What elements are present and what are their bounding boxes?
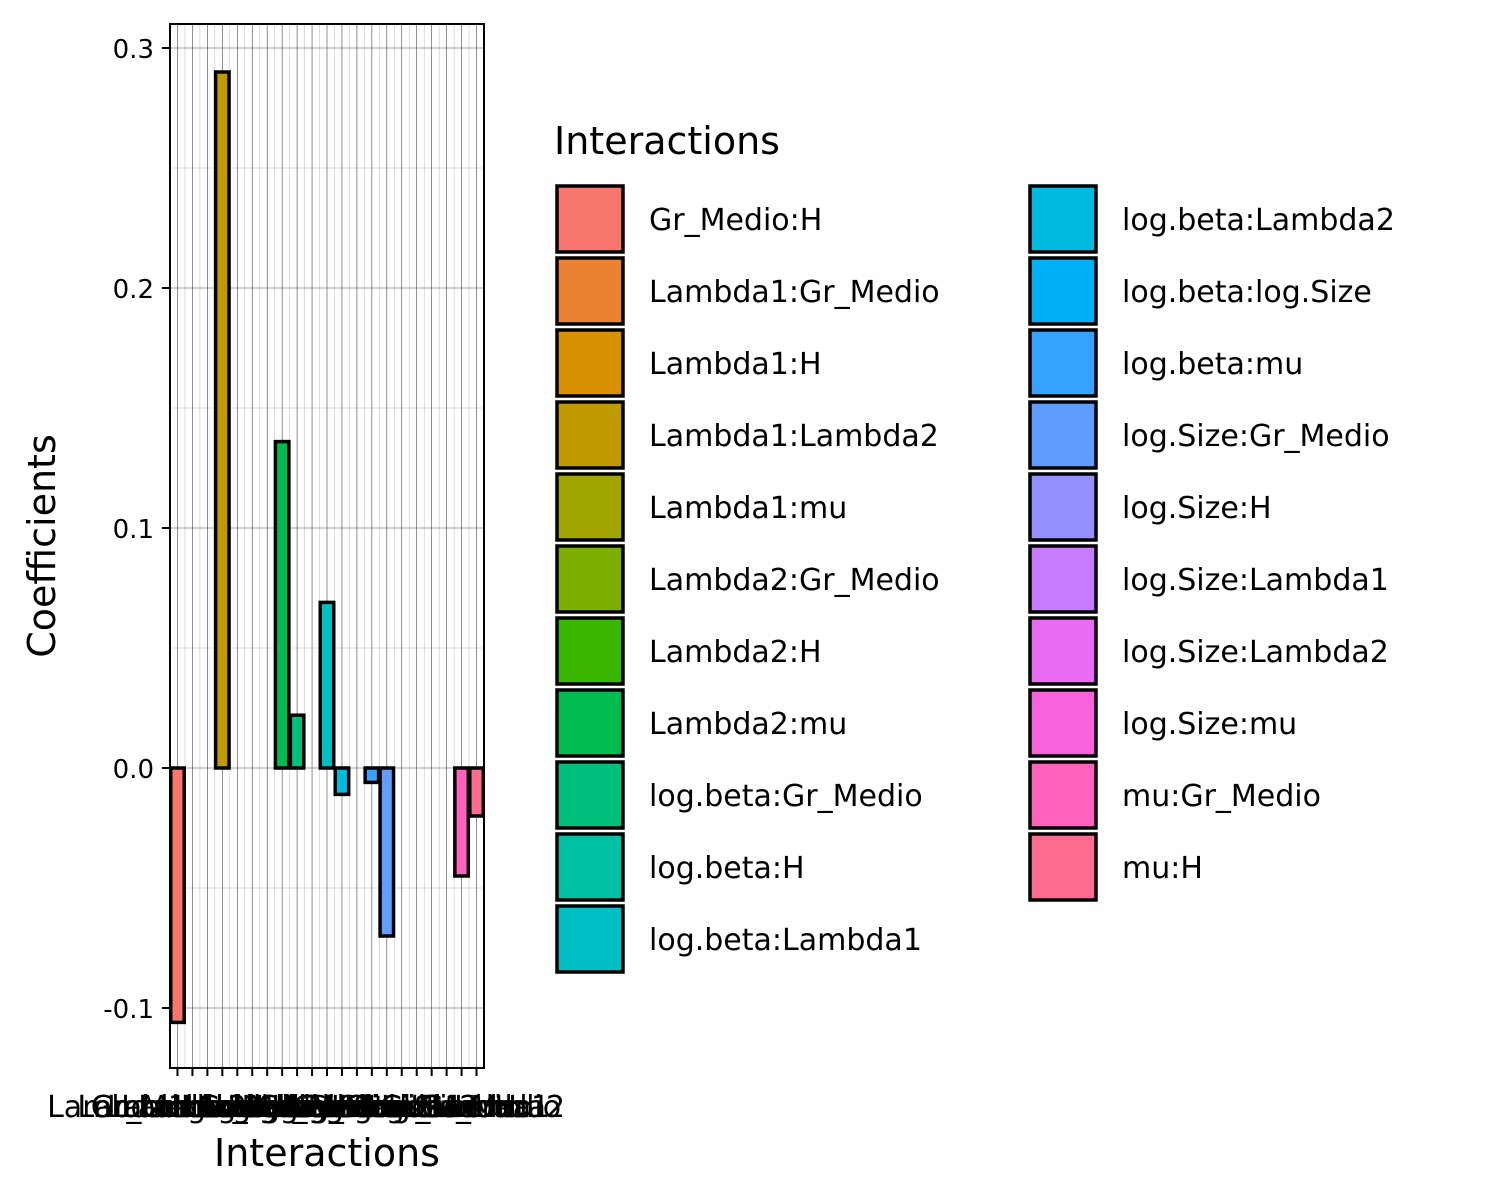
- x-tick-label: Gr_Medio:H: [91, 1090, 264, 1125]
- legend-key: [1028, 256, 1098, 326]
- x-tick-label: Lambda1:H: [121, 1090, 294, 1125]
- x-axis: Gr_Medio:HLambda1:Gr_MedioLambda1:HLambd…: [47, 1068, 565, 1125]
- legend-label: log.beta:Lambda1: [649, 923, 922, 958]
- y-tick-label: 0.0: [113, 755, 154, 785]
- legend-key: [555, 544, 625, 614]
- legend-label: Lambda2:mu: [649, 707, 847, 742]
- x-tick-label: log.Size:H: [327, 1090, 477, 1125]
- legend-key: [555, 760, 625, 830]
- x-tick-label: Lambda2:Gr_Medio: [107, 1090, 398, 1125]
- legend-key: [1028, 544, 1098, 614]
- legend-key: [555, 400, 625, 470]
- x-tick-label: log.beta:mu: [281, 1090, 462, 1125]
- legend-label: Lambda2:Gr_Medio: [649, 563, 940, 598]
- legend-key: [555, 184, 625, 254]
- legend-key: [555, 328, 625, 398]
- legend-key: [555, 832, 625, 902]
- x-tick-label: Lambda1:mu: [138, 1090, 336, 1125]
- legend-label: log.Size:H: [1122, 491, 1272, 526]
- y-tick-label: -0.1: [103, 995, 154, 1025]
- legend-label: mu:H: [1122, 851, 1203, 886]
- x-tick-label: log.Size:Lambda1: [283, 1090, 550, 1125]
- x-tick-label: log.beta:Lambda2: [205, 1090, 478, 1125]
- x-tick-label: log.beta:log.Size: [232, 1090, 482, 1125]
- x-tick-label: log.beta:Gr_Medio: [160, 1090, 434, 1125]
- x-tick-label: mu:H: [436, 1090, 517, 1125]
- bar: [378, 766, 396, 938]
- legend-label: log.beta:H: [649, 851, 805, 886]
- legend-label: log.beta:log.Size: [1122, 275, 1372, 310]
- y-tick-label: 0.3: [113, 35, 154, 65]
- legend-label: log.beta:mu: [1122, 347, 1303, 382]
- bar: [318, 600, 336, 770]
- legend: Gr_Medio:H Lambda1:Gr_Medio Lambda1:H Lambd…: [555, 184, 1395, 974]
- legend-key: [555, 472, 625, 542]
- legend-key: [1028, 760, 1098, 830]
- legend-label: log.Size:Lambda1: [1122, 563, 1389, 598]
- legend-key: [1028, 472, 1098, 542]
- legend-label: mu:Gr_Medio: [1122, 779, 1321, 814]
- bar: [273, 439, 291, 770]
- legend-label: Lambda1:Lambda2: [649, 419, 939, 454]
- x-tick-label: log.Size:Gr_Medio: [253, 1090, 521, 1125]
- x-tick-label: log.Size:Lambda2: [298, 1090, 565, 1125]
- legend-label: Lambda1:mu: [649, 491, 847, 526]
- legend-key: [1028, 328, 1098, 398]
- legend-title: Interactions: [554, 119, 780, 163]
- x-tick-label: log.beta:H: [234, 1090, 390, 1125]
- bar: [468, 766, 486, 818]
- bar: [168, 766, 186, 1025]
- legend-label: log.Size:Lambda2: [1122, 635, 1389, 670]
- legend-label: Lambda1:H: [649, 347, 822, 382]
- legend-label: log.Size:Gr_Medio: [1122, 419, 1390, 454]
- bar: [453, 766, 471, 878]
- x-tick-label: Lambda2:H: [181, 1090, 354, 1125]
- legend-key: [555, 904, 625, 974]
- legend-key: [555, 688, 625, 758]
- legend-key: [1028, 400, 1098, 470]
- x-tick-label: log.beta:Lambda1: [191, 1090, 464, 1125]
- legend-label: log.beta:Gr_Medio: [649, 779, 923, 814]
- legend-label: Lambda1:Gr_Medio: [649, 275, 940, 310]
- legend-key: [555, 616, 625, 686]
- y-tick-label: 0.1: [113, 515, 154, 545]
- bar: [363, 766, 381, 785]
- legend-key: [1028, 616, 1098, 686]
- y-tick-label: 0.2: [113, 275, 154, 305]
- bar: [213, 70, 231, 770]
- y-axis-title: Coefficients: [20, 434, 64, 658]
- x-tick-label: mu:Gr_Medio: [362, 1090, 561, 1125]
- legend-key: [1028, 832, 1098, 902]
- x-axis-title: Interactions: [214, 1131, 440, 1175]
- x-tick-label: Lambda1:Lambda2: [77, 1090, 367, 1125]
- bar: [288, 713, 306, 770]
- legend-key: [1028, 184, 1098, 254]
- bars: [168, 70, 486, 1025]
- legend-label: Lambda2:H: [649, 635, 822, 670]
- legend-label: Gr_Medio:H: [649, 203, 822, 238]
- legend-key: [555, 256, 625, 326]
- bar: [333, 766, 351, 797]
- x-tick-label: log.Size:mu: [359, 1090, 534, 1125]
- x-tick-label: Lambda2:mu: [183, 1090, 381, 1125]
- x-tick-label: Lambda1:Gr_Medio: [47, 1090, 338, 1125]
- legend-label: log.Size:mu: [1122, 707, 1297, 742]
- legend-label: log.beta:Lambda2: [1122, 203, 1395, 238]
- legend-key: [1028, 688, 1098, 758]
- y-axis: -0.1 0.0 0.1 0.2 0.3: [103, 35, 170, 1025]
